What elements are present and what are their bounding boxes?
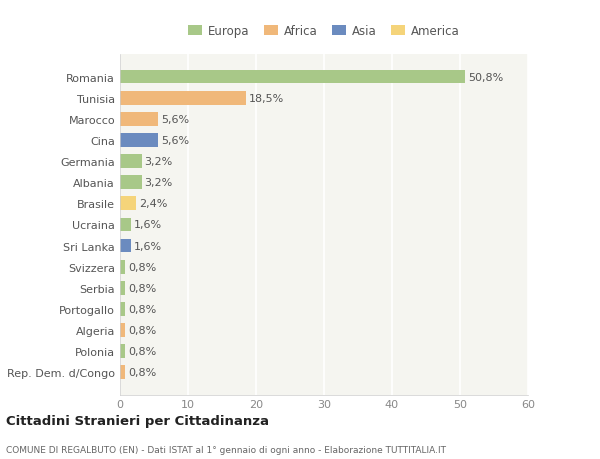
Text: 0,8%: 0,8% — [128, 283, 157, 293]
Text: 18,5%: 18,5% — [248, 94, 284, 103]
Bar — [120, 92, 246, 105]
Text: 0,8%: 0,8% — [128, 325, 157, 335]
Text: 1,6%: 1,6% — [134, 220, 162, 230]
Bar — [120, 71, 466, 84]
Text: COMUNE DI REGALBUTO (EN) - Dati ISTAT al 1° gennaio di ogni anno - Elaborazione : COMUNE DI REGALBUTO (EN) - Dati ISTAT al… — [6, 445, 446, 454]
Text: 0,8%: 0,8% — [128, 368, 157, 377]
Bar — [120, 366, 125, 379]
Text: Cittadini Stranieri per Cittadinanza: Cittadini Stranieri per Cittadinanza — [6, 414, 269, 428]
Text: 1,6%: 1,6% — [134, 241, 162, 251]
Text: 3,2%: 3,2% — [145, 157, 173, 167]
Text: 5,6%: 5,6% — [161, 115, 189, 124]
Bar — [120, 218, 131, 232]
Bar — [120, 134, 158, 147]
Text: 2,4%: 2,4% — [139, 199, 167, 209]
Bar — [120, 155, 142, 168]
Bar — [120, 197, 136, 211]
Bar — [120, 176, 142, 190]
Bar — [120, 345, 125, 358]
Legend: Europa, Africa, Asia, America: Europa, Africa, Asia, America — [184, 20, 464, 43]
Bar — [120, 112, 158, 126]
Text: 0,8%: 0,8% — [128, 262, 157, 272]
Text: 0,8%: 0,8% — [128, 304, 157, 314]
Bar — [120, 239, 131, 253]
Bar — [120, 302, 125, 316]
Text: 0,8%: 0,8% — [128, 347, 157, 356]
Bar — [120, 281, 125, 295]
Bar — [120, 324, 125, 337]
Text: 50,8%: 50,8% — [468, 73, 503, 82]
Text: 5,6%: 5,6% — [161, 135, 189, 146]
Bar — [120, 260, 125, 274]
Text: 3,2%: 3,2% — [145, 178, 173, 188]
